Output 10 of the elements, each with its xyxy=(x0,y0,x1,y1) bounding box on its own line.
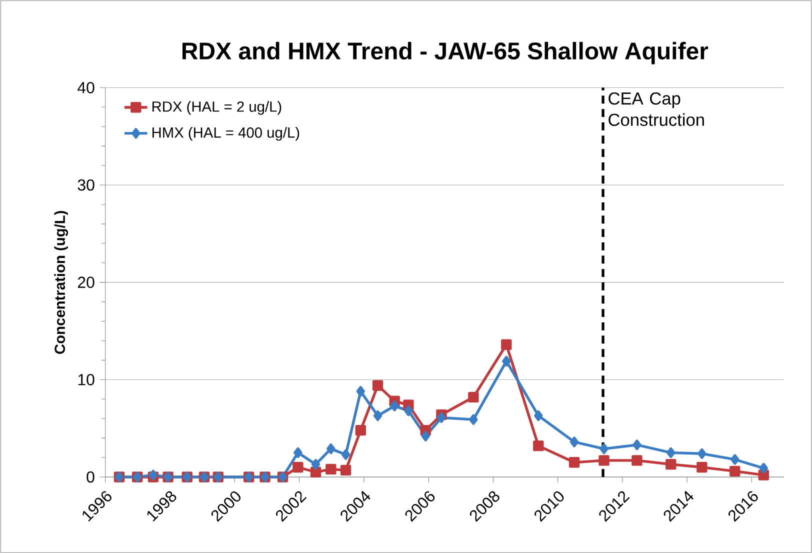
y-tick-label: 10 xyxy=(78,374,94,386)
legend-label: RDX (HAL = 2 ug/L) xyxy=(152,100,282,115)
y-tick-label: 20 xyxy=(78,276,94,288)
legend-label: HMX (HAL = 400 ug/L) xyxy=(152,126,300,141)
y-tick-label: 40 xyxy=(78,82,94,94)
ref-line-label: CEA Cap Construction xyxy=(608,92,704,126)
chart-title: RDX and HMX Trend - JAW-65 Shallow Aquifer xyxy=(182,42,708,64)
y-tick-label: 30 xyxy=(78,179,94,190)
y-tick-label: 0 xyxy=(86,471,94,482)
y-axis-title: Concentration (ug/L) xyxy=(54,210,68,354)
